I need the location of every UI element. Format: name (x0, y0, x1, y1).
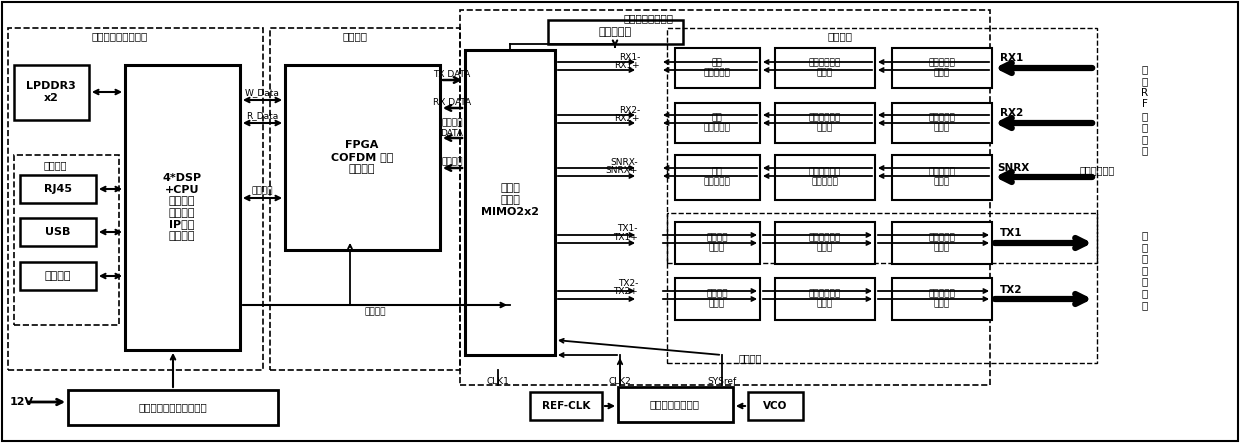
Bar (892, 155, 992, 200)
Text: 射频干扰检测: 射频干扰检测 (1080, 165, 1115, 175)
Bar (14, 65, 89, 120)
Bar (125, 65, 241, 350)
Bar (892, 278, 992, 320)
Text: 控制信号: 控制信号 (441, 158, 463, 167)
Bar (529, 392, 601, 420)
Text: TX1+: TX1+ (614, 233, 639, 241)
Text: 射频发射匹
配网络: 射频发射匹 配网络 (929, 233, 956, 253)
Text: 接
收
R
F
信
号
输
入: 接 收 R F 信 号 输 入 (1142, 64, 1148, 155)
Text: RJ45: RJ45 (43, 184, 72, 194)
Text: 低噪声电源: 低噪声电源 (599, 27, 631, 37)
Text: TX2: TX2 (999, 285, 1023, 295)
Bar (14, 155, 119, 325)
Text: 参数配置: 参数配置 (365, 307, 386, 316)
Text: 双通道
收发器
MIMO2x2: 双通道 收发器 MIMO2x2 (481, 183, 539, 217)
Text: 发射双相
滤波器: 发射双相 滤波器 (707, 289, 728, 309)
Text: 发射平衡变压
器网络: 发射平衡变压 器网络 (808, 233, 841, 253)
Bar (20, 218, 95, 246)
Bar (20, 175, 95, 203)
Text: 接收
双相滤波器: 接收 双相滤波器 (703, 167, 730, 187)
Text: CLK1: CLK1 (486, 377, 510, 386)
Bar (68, 390, 278, 425)
Text: LPDDR3
x2: LPDDR3 x2 (26, 81, 76, 103)
Text: 接收
双相滤波器: 接收 双相滤波器 (703, 113, 730, 133)
Bar (618, 387, 733, 422)
Text: RX1: RX1 (999, 53, 1023, 63)
Text: 12V: 12V (10, 397, 35, 407)
Text: REF-CLK: REF-CLK (542, 401, 590, 411)
Bar (667, 28, 1097, 263)
Bar (775, 103, 875, 143)
Text: 射频接收: 射频接收 (827, 31, 853, 41)
Text: 射频接收匹
配网络: 射频接收匹 配网络 (929, 113, 956, 133)
Text: TX2-: TX2- (618, 280, 639, 288)
Bar (775, 155, 875, 200)
Bar (892, 103, 992, 143)
Bar (775, 222, 875, 264)
Text: 宽带射频收发单元: 宽带射频收发单元 (622, 13, 673, 23)
Bar (892, 222, 992, 264)
Text: USB: USB (46, 227, 71, 237)
Bar (20, 262, 95, 290)
Bar (775, 278, 875, 320)
Text: 基带单元: 基带单元 (342, 31, 367, 41)
Text: SNRX+: SNRX+ (605, 166, 639, 175)
Bar (675, 155, 760, 200)
Text: 干扰检测平衡
变压器网络: 干扰检测平衡 变压器网络 (808, 167, 841, 187)
Text: VCO: VCO (763, 401, 787, 411)
Text: 发射双相
滤波器: 发射双相 滤波器 (707, 233, 728, 253)
Text: 接收平衡变压
器网络: 接收平衡变压 器网络 (808, 58, 841, 78)
Text: 接收平衡变压
器网络: 接收平衡变压 器网络 (808, 113, 841, 133)
Bar (675, 103, 760, 143)
Text: W_Data: W_Data (244, 89, 279, 97)
Text: 参数配置: 参数配置 (252, 187, 273, 195)
Text: TX1: TX1 (999, 228, 1023, 238)
Bar (285, 65, 440, 250)
Text: R_Data: R_Data (246, 112, 278, 120)
Text: 射频接收匹
配网络: 射频接收匹 配网络 (929, 58, 956, 78)
Bar (892, 48, 992, 88)
Text: 信道观测
DATA: 信道观测 DATA (440, 118, 464, 138)
Bar (775, 48, 875, 88)
Bar (548, 20, 683, 44)
Text: RX DATA: RX DATA (433, 97, 471, 106)
Text: SNRX-: SNRX- (610, 158, 639, 167)
Text: 射频发射匹
配网络: 射频发射匹 配网络 (929, 289, 956, 309)
Bar (7, 28, 263, 370)
Text: CLK2: CLK2 (609, 377, 631, 386)
Text: 射频接收匹
配网络: 射频接收匹 配网络 (929, 167, 956, 187)
Bar (667, 213, 1097, 363)
Text: 用户接口: 用户接口 (43, 160, 67, 170)
Text: TX1-: TX1- (618, 224, 639, 233)
Bar (465, 50, 556, 355)
Bar (675, 48, 760, 88)
Text: 发射平衡变压
器网络: 发射平衡变压 器网络 (808, 289, 841, 309)
Text: RX2: RX2 (999, 108, 1023, 118)
Text: RX2+: RX2+ (615, 113, 640, 123)
Text: 4*DSP
+CPU
路由协议
组网协议
IP协议
系统控制: 4*DSP +CPU 路由协议 组网协议 IP协议 系统控制 (162, 173, 202, 241)
Text: 自组网协议实现单元: 自组网协议实现单元 (92, 31, 148, 41)
Text: SYSref: SYSref (707, 377, 737, 386)
Text: FPGA
COFDM 基带
调制解调: FPGA COFDM 基带 调制解调 (331, 140, 393, 174)
Text: 状态显示: 状态显示 (45, 271, 71, 281)
Text: 发
射
频
信
号
输
出: 发 射 频 信 号 输 出 (1142, 230, 1148, 310)
Text: TX2+: TX2+ (614, 288, 639, 296)
Text: SNRX: SNRX (997, 163, 1029, 173)
Bar (675, 222, 760, 264)
Bar (748, 392, 804, 420)
Text: RX2-: RX2- (619, 105, 640, 114)
Text: TX DATA: TX DATA (433, 70, 471, 78)
Text: RX1+: RX1+ (614, 61, 640, 70)
Bar (460, 10, 990, 385)
Bar (270, 28, 460, 370)
Bar (675, 278, 760, 320)
Text: 低纹波模数隔离电源系统: 低纹波模数隔离电源系统 (139, 402, 207, 412)
Text: RX1-: RX1- (619, 53, 640, 62)
Text: 接收
双相滤波器: 接收 双相滤波器 (703, 58, 730, 78)
Text: 多通道时钟产生器: 多通道时钟产生器 (650, 399, 701, 409)
Text: 射频发射: 射频发射 (738, 353, 761, 363)
